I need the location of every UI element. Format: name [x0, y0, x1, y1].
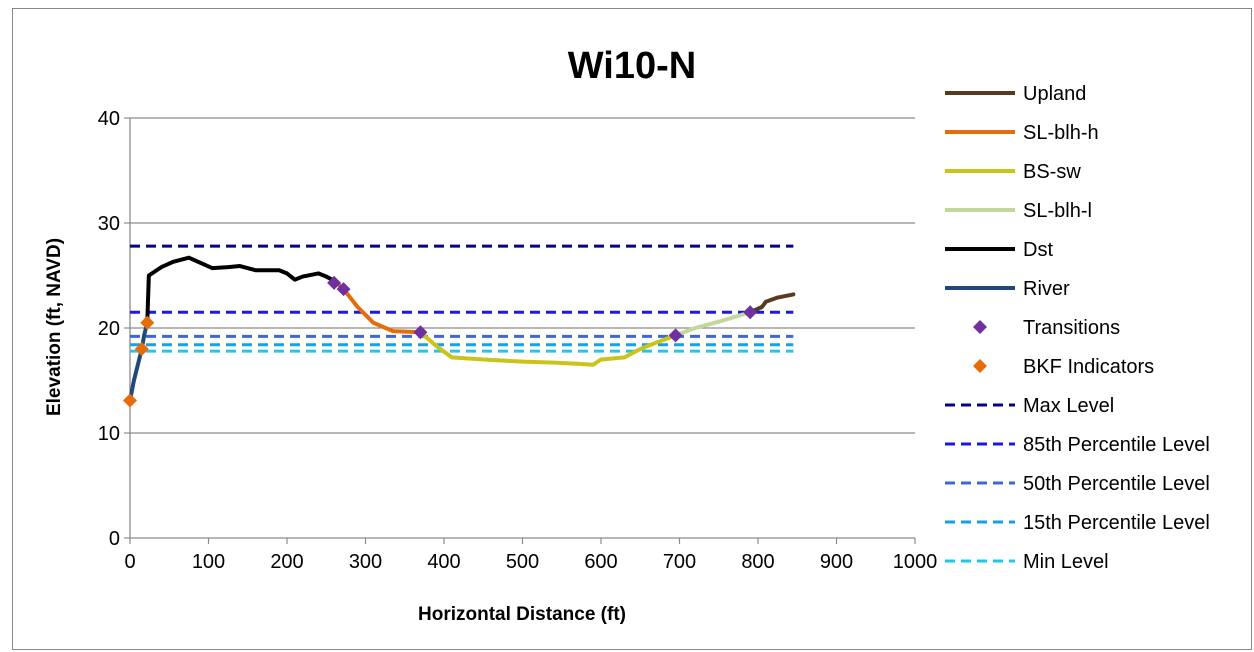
- x-tick-label: 700: [663, 551, 696, 573]
- y-axis-label: Elevation (ft, NAVD): [44, 238, 65, 416]
- legend-label: Dst: [1023, 239, 1053, 261]
- legend-label: BS-sw: [1023, 161, 1081, 183]
- series-layer: [123, 244, 796, 408]
- legend-label: 50th Percentile Level: [1023, 473, 1210, 495]
- y-tick-label: 40: [98, 108, 120, 130]
- x-tick-label: 400: [427, 551, 460, 573]
- x-tick-label: 200: [270, 551, 303, 573]
- legend-item-sl-blh-l: SL-blh-l: [945, 200, 1092, 222]
- x-tick-label: 1000: [893, 551, 938, 573]
- chart-title: Wi10-N: [568, 45, 696, 87]
- legend-item-50th-percentile-level: 50th Percentile Level: [945, 473, 1210, 495]
- y-tick-label: 20: [98, 318, 120, 340]
- bkf-indicators-point: [134, 342, 149, 356]
- x-tick-label: 800: [741, 551, 774, 573]
- legend-label: SL-blh-h: [1023, 122, 1099, 144]
- y-tick-label: 0: [109, 528, 120, 550]
- legend-item-bs-sw: BS-sw: [945, 161, 1081, 183]
- legend-item-min-level: Min Level: [945, 551, 1109, 573]
- legend-item-15th-percentile-level: 15th Percentile Level: [945, 512, 1210, 534]
- legend-swatch: [973, 320, 987, 334]
- bs-sw-series-line: [418, 330, 678, 367]
- legend-label: Min Level: [1023, 551, 1109, 573]
- x-tick-label: 0: [124, 551, 135, 573]
- legend-item-upland: Upland: [945, 83, 1086, 105]
- transitions-point: [413, 325, 428, 340]
- legend-item-sl-blh-h: SL-blh-h: [945, 122, 1099, 144]
- bkf-indicators-point: [123, 393, 137, 408]
- legend-label: Max Level: [1023, 395, 1114, 417]
- grid: [130, 117, 915, 434]
- x-tick-label: 500: [506, 551, 539, 573]
- legend-item-dst: Dst: [945, 239, 1053, 261]
- x-tick-label: 100: [192, 551, 225, 573]
- legend-label: 15th Percentile Level: [1023, 512, 1210, 534]
- chart-frame: [12, 8, 1252, 650]
- dst-series-line: [145, 255, 337, 325]
- bkf-indicators-point: [140, 315, 155, 330]
- legend-item-bkf-indicators: BKF Indicators: [973, 356, 1154, 378]
- y-tick-label: 30: [98, 213, 120, 235]
- y-tick-label: 10: [98, 423, 120, 445]
- legend-label: 85th Percentile Level: [1023, 434, 1210, 456]
- legend-label: River: [1023, 278, 1070, 300]
- upland-series-line: [748, 292, 796, 315]
- x-axis-label: Horizontal Distance (ft): [418, 604, 626, 625]
- legend-label: BKF Indicators: [1023, 356, 1154, 378]
- legend-item-transitions: Transitions: [973, 317, 1120, 339]
- legend-item-85th-percentile-level: 85th Percentile Level: [945, 434, 1210, 456]
- transitions-point: [743, 305, 758, 320]
- legend-item-max-level: Max Level: [945, 395, 1114, 417]
- river-series-line: [128, 320, 150, 403]
- legend-label: SL-blh-l: [1023, 200, 1092, 222]
- x-tick-label: 600: [584, 551, 617, 573]
- legend-label: Transitions: [1023, 317, 1120, 339]
- legend-label: Upland: [1023, 83, 1086, 105]
- legend: Upland SL-blh-h BS-sw SL-blh-l Dst River Trans…: [945, 83, 1210, 573]
- sl-blh-l-series-line: [673, 310, 753, 338]
- x-tick-label: 300: [349, 551, 382, 573]
- x-tick-label: 900: [820, 551, 853, 573]
- transitions-point: [327, 275, 342, 290]
- transitions-point: [336, 282, 351, 297]
- legend-item-river: River: [945, 278, 1070, 300]
- transitions-point: [668, 328, 683, 343]
- legend-swatch: [973, 359, 987, 373]
